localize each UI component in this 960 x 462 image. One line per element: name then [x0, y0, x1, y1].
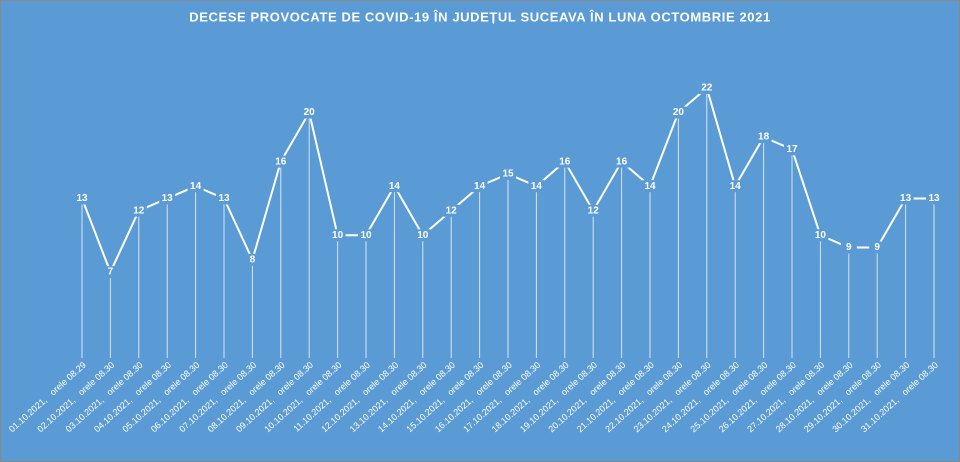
- label-bg: [102, 266, 119, 279]
- label-bg: [869, 241, 886, 254]
- data-label: 8: [250, 254, 256, 265]
- label-bg: [642, 180, 658, 193]
- data-label: 13: [928, 193, 940, 204]
- label-bg: [812, 229, 829, 242]
- data-label: 13: [900, 193, 912, 204]
- data-label: 16: [275, 156, 287, 167]
- data-label: 10: [360, 230, 372, 241]
- data-label: 14: [730, 181, 742, 192]
- data-label: 12: [588, 205, 600, 216]
- label-bg: [585, 204, 602, 217]
- label-bg: [329, 229, 346, 242]
- data-label: 17: [786, 144, 798, 155]
- data-label: 10: [417, 230, 429, 241]
- data-label: 14: [531, 181, 543, 192]
- label-bg: [159, 192, 176, 205]
- label-bg: [698, 82, 715, 94]
- label-bg: [443, 204, 460, 217]
- label-bg: [414, 229, 431, 242]
- label-bg: [216, 192, 232, 205]
- label-bg: [272, 155, 289, 168]
- data-label: 12: [133, 205, 145, 216]
- data-label: 13: [162, 193, 174, 204]
- label-bg: [187, 180, 204, 193]
- data-label: 22: [701, 83, 713, 94]
- label-bg: [74, 192, 90, 205]
- label-bg: [840, 241, 857, 254]
- label-bg: [358, 229, 374, 242]
- label-bg: [471, 180, 488, 193]
- label-bg: [301, 106, 318, 119]
- data-label: 9: [874, 242, 880, 253]
- data-label: 15: [502, 169, 514, 180]
- label-bg: [670, 106, 687, 119]
- data-label: 14: [190, 181, 202, 192]
- data-label: 20: [673, 107, 685, 118]
- data-label: 14: [389, 181, 401, 192]
- chart-title: DECESE PROVOCATE DE COVID-19 ÎN JUDEȚUL …: [189, 9, 771, 24]
- data-label: 18: [758, 132, 770, 143]
- data-label: 20: [304, 107, 316, 118]
- data-label: 14: [474, 181, 486, 192]
- label-bg: [244, 253, 261, 266]
- label-bg: [784, 143, 800, 156]
- label-bg: [926, 192, 942, 205]
- data-label: 16: [616, 156, 628, 167]
- data-label: 10: [815, 230, 827, 241]
- data-label: 9: [846, 242, 852, 253]
- label-bg: [613, 155, 630, 168]
- label-bg: [755, 131, 772, 144]
- label-bg: [130, 204, 147, 217]
- data-label: 10: [332, 230, 344, 241]
- data-label: 16: [559, 156, 571, 167]
- data-label: 7: [108, 267, 114, 278]
- label-bg: [727, 180, 744, 193]
- label-bg: [556, 155, 573, 168]
- label-bg: [528, 180, 545, 193]
- data-label: 13: [218, 193, 230, 204]
- data-label: 14: [644, 181, 656, 192]
- label-bg: [386, 180, 403, 193]
- data-label: 12: [446, 205, 458, 216]
- data-label: 13: [76, 193, 88, 204]
- label-bg: [500, 167, 516, 180]
- label-bg: [897, 192, 914, 205]
